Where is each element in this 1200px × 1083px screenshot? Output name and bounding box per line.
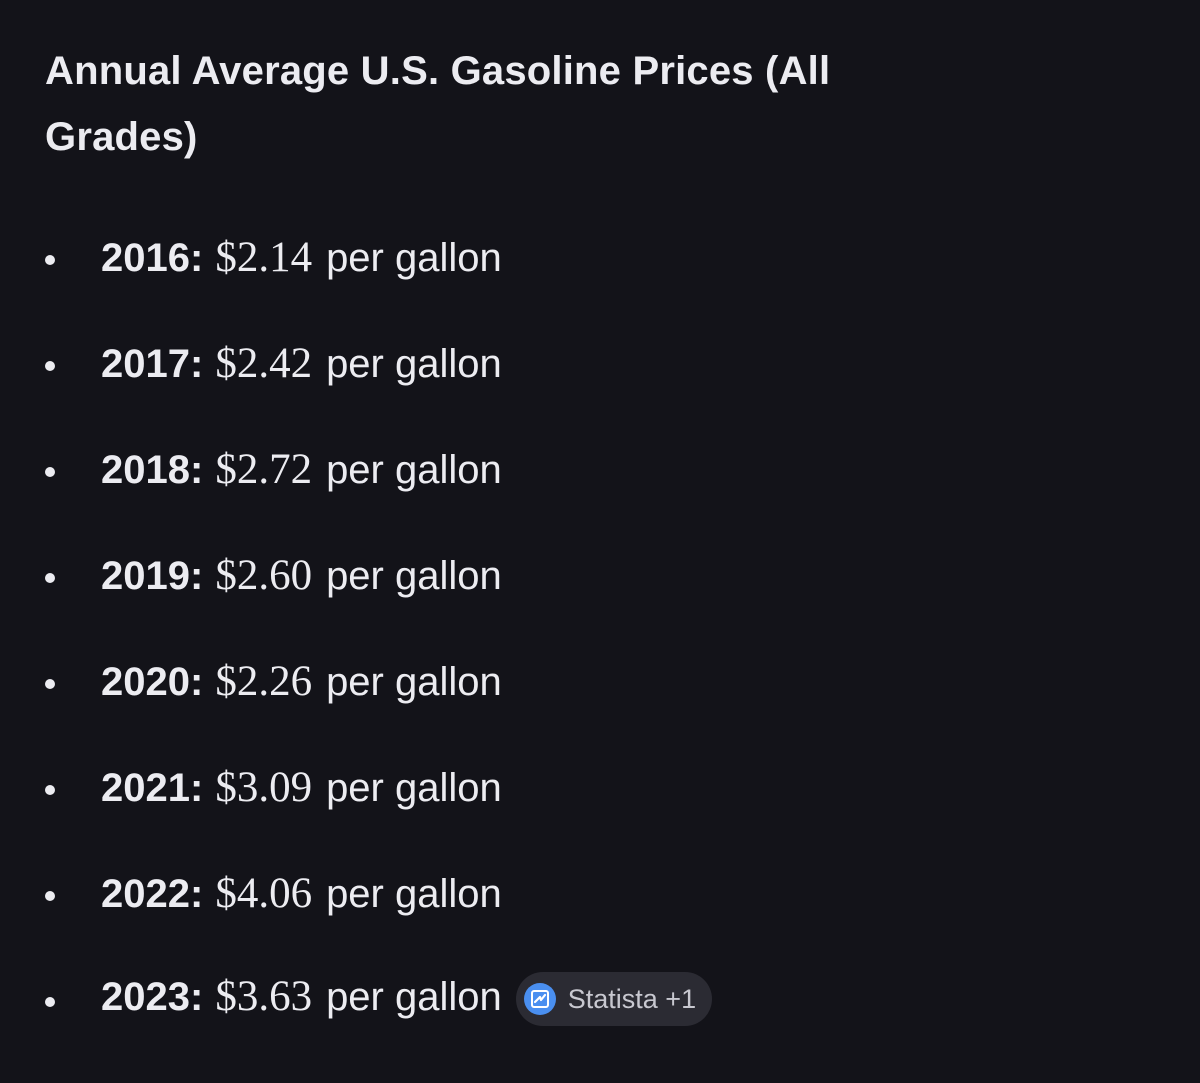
list-item: 2022: $4.06 per gallon <box>45 840 1200 946</box>
list-item: 2016: $2.14 per gallon <box>45 204 1200 310</box>
bullet-icon <box>45 573 55 583</box>
list-item: 2018: $2.72 per gallon <box>45 416 1200 522</box>
list-item-body: 2016: $2.14 per gallon <box>101 233 502 282</box>
list-item: 2023: $3.63 per gallon Statista +1 <box>45 946 1200 1052</box>
year-label: 2020: <box>101 659 204 704</box>
price-unit: per gallon <box>326 765 502 810</box>
bullet-icon <box>45 785 55 795</box>
price-value: $3.09 <box>215 763 313 811</box>
year-label: 2022: <box>101 871 204 916</box>
price-unit: per gallon <box>326 871 502 916</box>
list-item: 2021: $3.09 per gallon <box>45 734 1200 840</box>
source-chip-label: Statista +1 <box>567 983 697 1014</box>
list-item-body: 2017: $2.42 per gallon <box>101 339 502 388</box>
bullet-icon <box>45 997 55 1007</box>
bullet-icon <box>45 361 55 371</box>
price-value: $2.72 <box>215 445 313 493</box>
year-label: 2016: <box>101 235 204 280</box>
price-unit: per gallon <box>326 553 502 598</box>
price-list: 2016: $2.14 per gallon 2017: $2.42 per g… <box>45 204 1200 1052</box>
section-heading: Annual Average U.S. Gasoline Prices (All… <box>45 49 831 159</box>
year-label: 2021: <box>101 765 204 810</box>
price-value: $2.42 <box>215 339 313 387</box>
list-item: 2020: $2.26 per gallon <box>45 628 1200 734</box>
year-label: 2023: <box>101 975 204 1019</box>
price-unit: per gallon <box>326 341 502 386</box>
source-citation-chip[interactable]: Statista +1 <box>515 972 713 1026</box>
price-unit: per gallon <box>326 659 502 704</box>
list-item-body: 2023: $3.63 per gallon Statista +1 <box>101 972 713 1026</box>
price-unit: per gallon <box>326 447 502 492</box>
bullet-icon <box>45 679 55 689</box>
price-value: $3.63 <box>215 973 313 1020</box>
year-label: 2017: <box>101 341 204 386</box>
price-value: $2.60 <box>215 551 313 599</box>
bullet-icon <box>45 255 55 265</box>
list-item-body: 2021: $3.09 per gallon <box>101 763 502 812</box>
list-item-body: 2018: $2.72 per gallon <box>101 445 502 494</box>
price-value: $2.14 <box>215 233 313 281</box>
year-label: 2019: <box>101 553 204 598</box>
list-item: 2017: $2.42 per gallon <box>45 310 1200 416</box>
year-label: 2018: <box>101 447 204 492</box>
list-item-body: 2022: $4.06 per gallon <box>101 869 502 918</box>
list-item: 2019: $2.60 per gallon <box>45 522 1200 628</box>
bullet-icon <box>45 467 55 477</box>
price-value: $4.06 <box>215 869 313 917</box>
list-item-body: 2019: $2.60 per gallon <box>101 551 502 600</box>
list-item-body: 2020: $2.26 per gallon <box>101 657 502 706</box>
price-unit: per gallon <box>326 235 502 280</box>
statista-icon <box>523 983 556 1015</box>
price-unit: per gallon <box>326 975 502 1019</box>
bullet-icon <box>45 891 55 901</box>
price-value: $2.26 <box>215 657 313 705</box>
